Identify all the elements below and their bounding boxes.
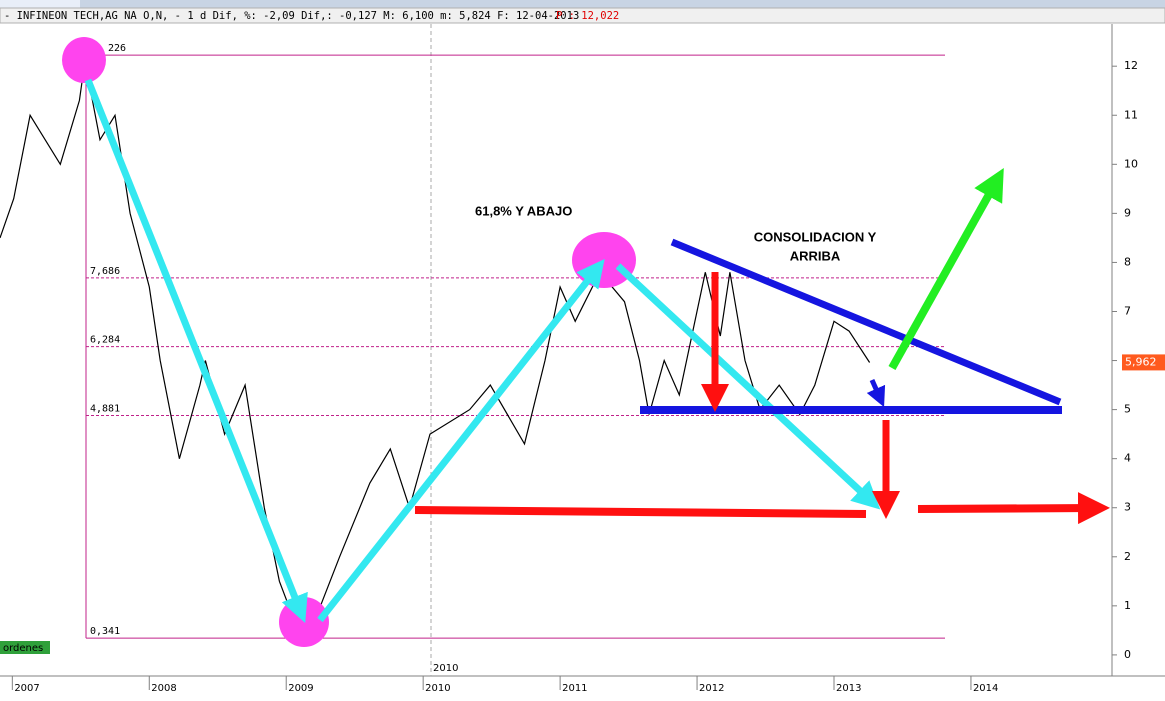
y-tick-label: 0 xyxy=(1124,648,1131,661)
fib-level-label: 6,284 xyxy=(90,335,120,346)
fib-level-label: 0,341 xyxy=(90,626,120,637)
y-tick-label: 8 xyxy=(1124,255,1131,268)
y-tick-label: 12 xyxy=(1124,59,1138,72)
last-price-label: 5,962 xyxy=(1125,355,1157,368)
arrow xyxy=(317,259,605,623)
last-price-box xyxy=(1122,354,1165,371)
x-tick-label: 2009 xyxy=(288,683,313,694)
header-title: - INFINEON TECH,AG NA O,N, - 1 d Dif, %:… xyxy=(4,10,579,22)
header-bar xyxy=(0,7,1165,24)
side-label-box xyxy=(0,641,50,654)
side-label: ordenes xyxy=(3,643,43,654)
x-tick-label: 2007 xyxy=(14,683,39,694)
fib-level-label: 7,686 xyxy=(90,266,120,277)
fib-level-label: 226 xyxy=(108,43,126,54)
annotation: CONSOLIDACION Y xyxy=(754,229,877,244)
arrow xyxy=(615,263,881,510)
trend-line xyxy=(670,238,1062,406)
x-tick-label: 2014 xyxy=(973,683,998,694)
fib-level-label: 4,881 xyxy=(90,403,120,414)
arrow xyxy=(917,492,1110,525)
circle xyxy=(279,597,329,647)
y-tick-label: 5 xyxy=(1124,403,1131,416)
period-label: 2010 xyxy=(433,663,458,674)
y-tick-label: 7 xyxy=(1124,304,1131,317)
x-tick-label: 2012 xyxy=(699,683,724,694)
circle xyxy=(572,232,636,288)
x-tick-label: 2011 xyxy=(562,683,587,694)
annotation: ARRIBA xyxy=(790,248,841,263)
y-tick-label: 4 xyxy=(1124,452,1131,465)
x-tick-label: 2008 xyxy=(151,683,176,694)
arrow xyxy=(866,378,886,408)
annotation: 61,8% Y ABAJO xyxy=(475,203,572,218)
y-tick-label: 11 xyxy=(1124,108,1138,121)
y-tick-label: 3 xyxy=(1124,501,1131,514)
arrow xyxy=(888,168,1004,370)
tab-bar xyxy=(0,0,1165,8)
circle xyxy=(62,37,106,83)
y-tick-label: 10 xyxy=(1124,157,1138,170)
arrow xyxy=(84,78,308,623)
annotations xyxy=(62,37,1110,647)
tab[interactable] xyxy=(0,0,80,8)
y-tick-label: 2 xyxy=(1124,550,1131,563)
y-tick-label: 1 xyxy=(1124,599,1131,612)
target-line xyxy=(414,506,867,518)
header-price: P : 12,022 xyxy=(556,10,619,22)
x-tick-label: 2010 xyxy=(425,683,450,694)
price-line xyxy=(0,61,871,637)
x-tick-label: 2013 xyxy=(836,683,861,694)
y-tick-label: 9 xyxy=(1124,206,1131,219)
